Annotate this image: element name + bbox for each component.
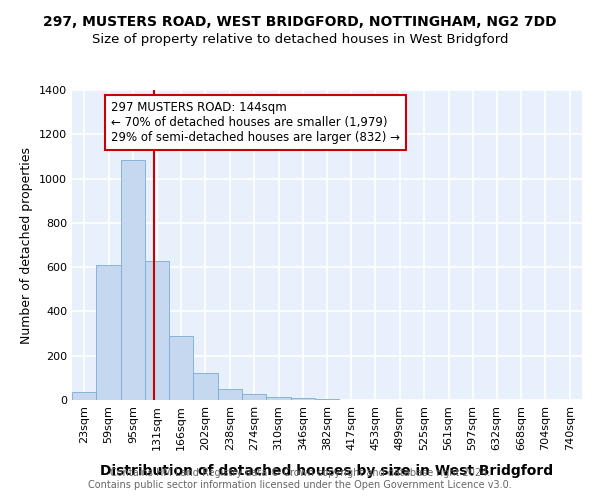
Bar xyxy=(291,398,315,400)
Text: 297, MUSTERS ROAD, WEST BRIDGFORD, NOTTINGHAM, NG2 7DD: 297, MUSTERS ROAD, WEST BRIDGFORD, NOTTI… xyxy=(43,15,557,29)
Bar xyxy=(315,399,339,400)
Text: Size of property relative to detached houses in West Bridgford: Size of property relative to detached ho… xyxy=(92,32,508,46)
Bar xyxy=(266,396,291,400)
Bar xyxy=(242,394,266,400)
Bar xyxy=(169,336,193,400)
Bar xyxy=(72,392,97,400)
Text: Contains HM Land Registry data © Crown copyright and database right 2024.
Contai: Contains HM Land Registry data © Crown c… xyxy=(88,468,512,490)
Bar xyxy=(121,160,145,400)
Y-axis label: Number of detached properties: Number of detached properties xyxy=(20,146,34,344)
X-axis label: Distribution of detached houses by size in West Bridgford: Distribution of detached houses by size … xyxy=(100,464,554,478)
Bar xyxy=(218,390,242,400)
Bar xyxy=(97,265,121,400)
Text: 297 MUSTERS ROAD: 144sqm
← 70% of detached houses are smaller (1,979)
29% of sem: 297 MUSTERS ROAD: 144sqm ← 70% of detach… xyxy=(110,101,400,144)
Bar xyxy=(193,374,218,400)
Bar xyxy=(145,260,169,400)
